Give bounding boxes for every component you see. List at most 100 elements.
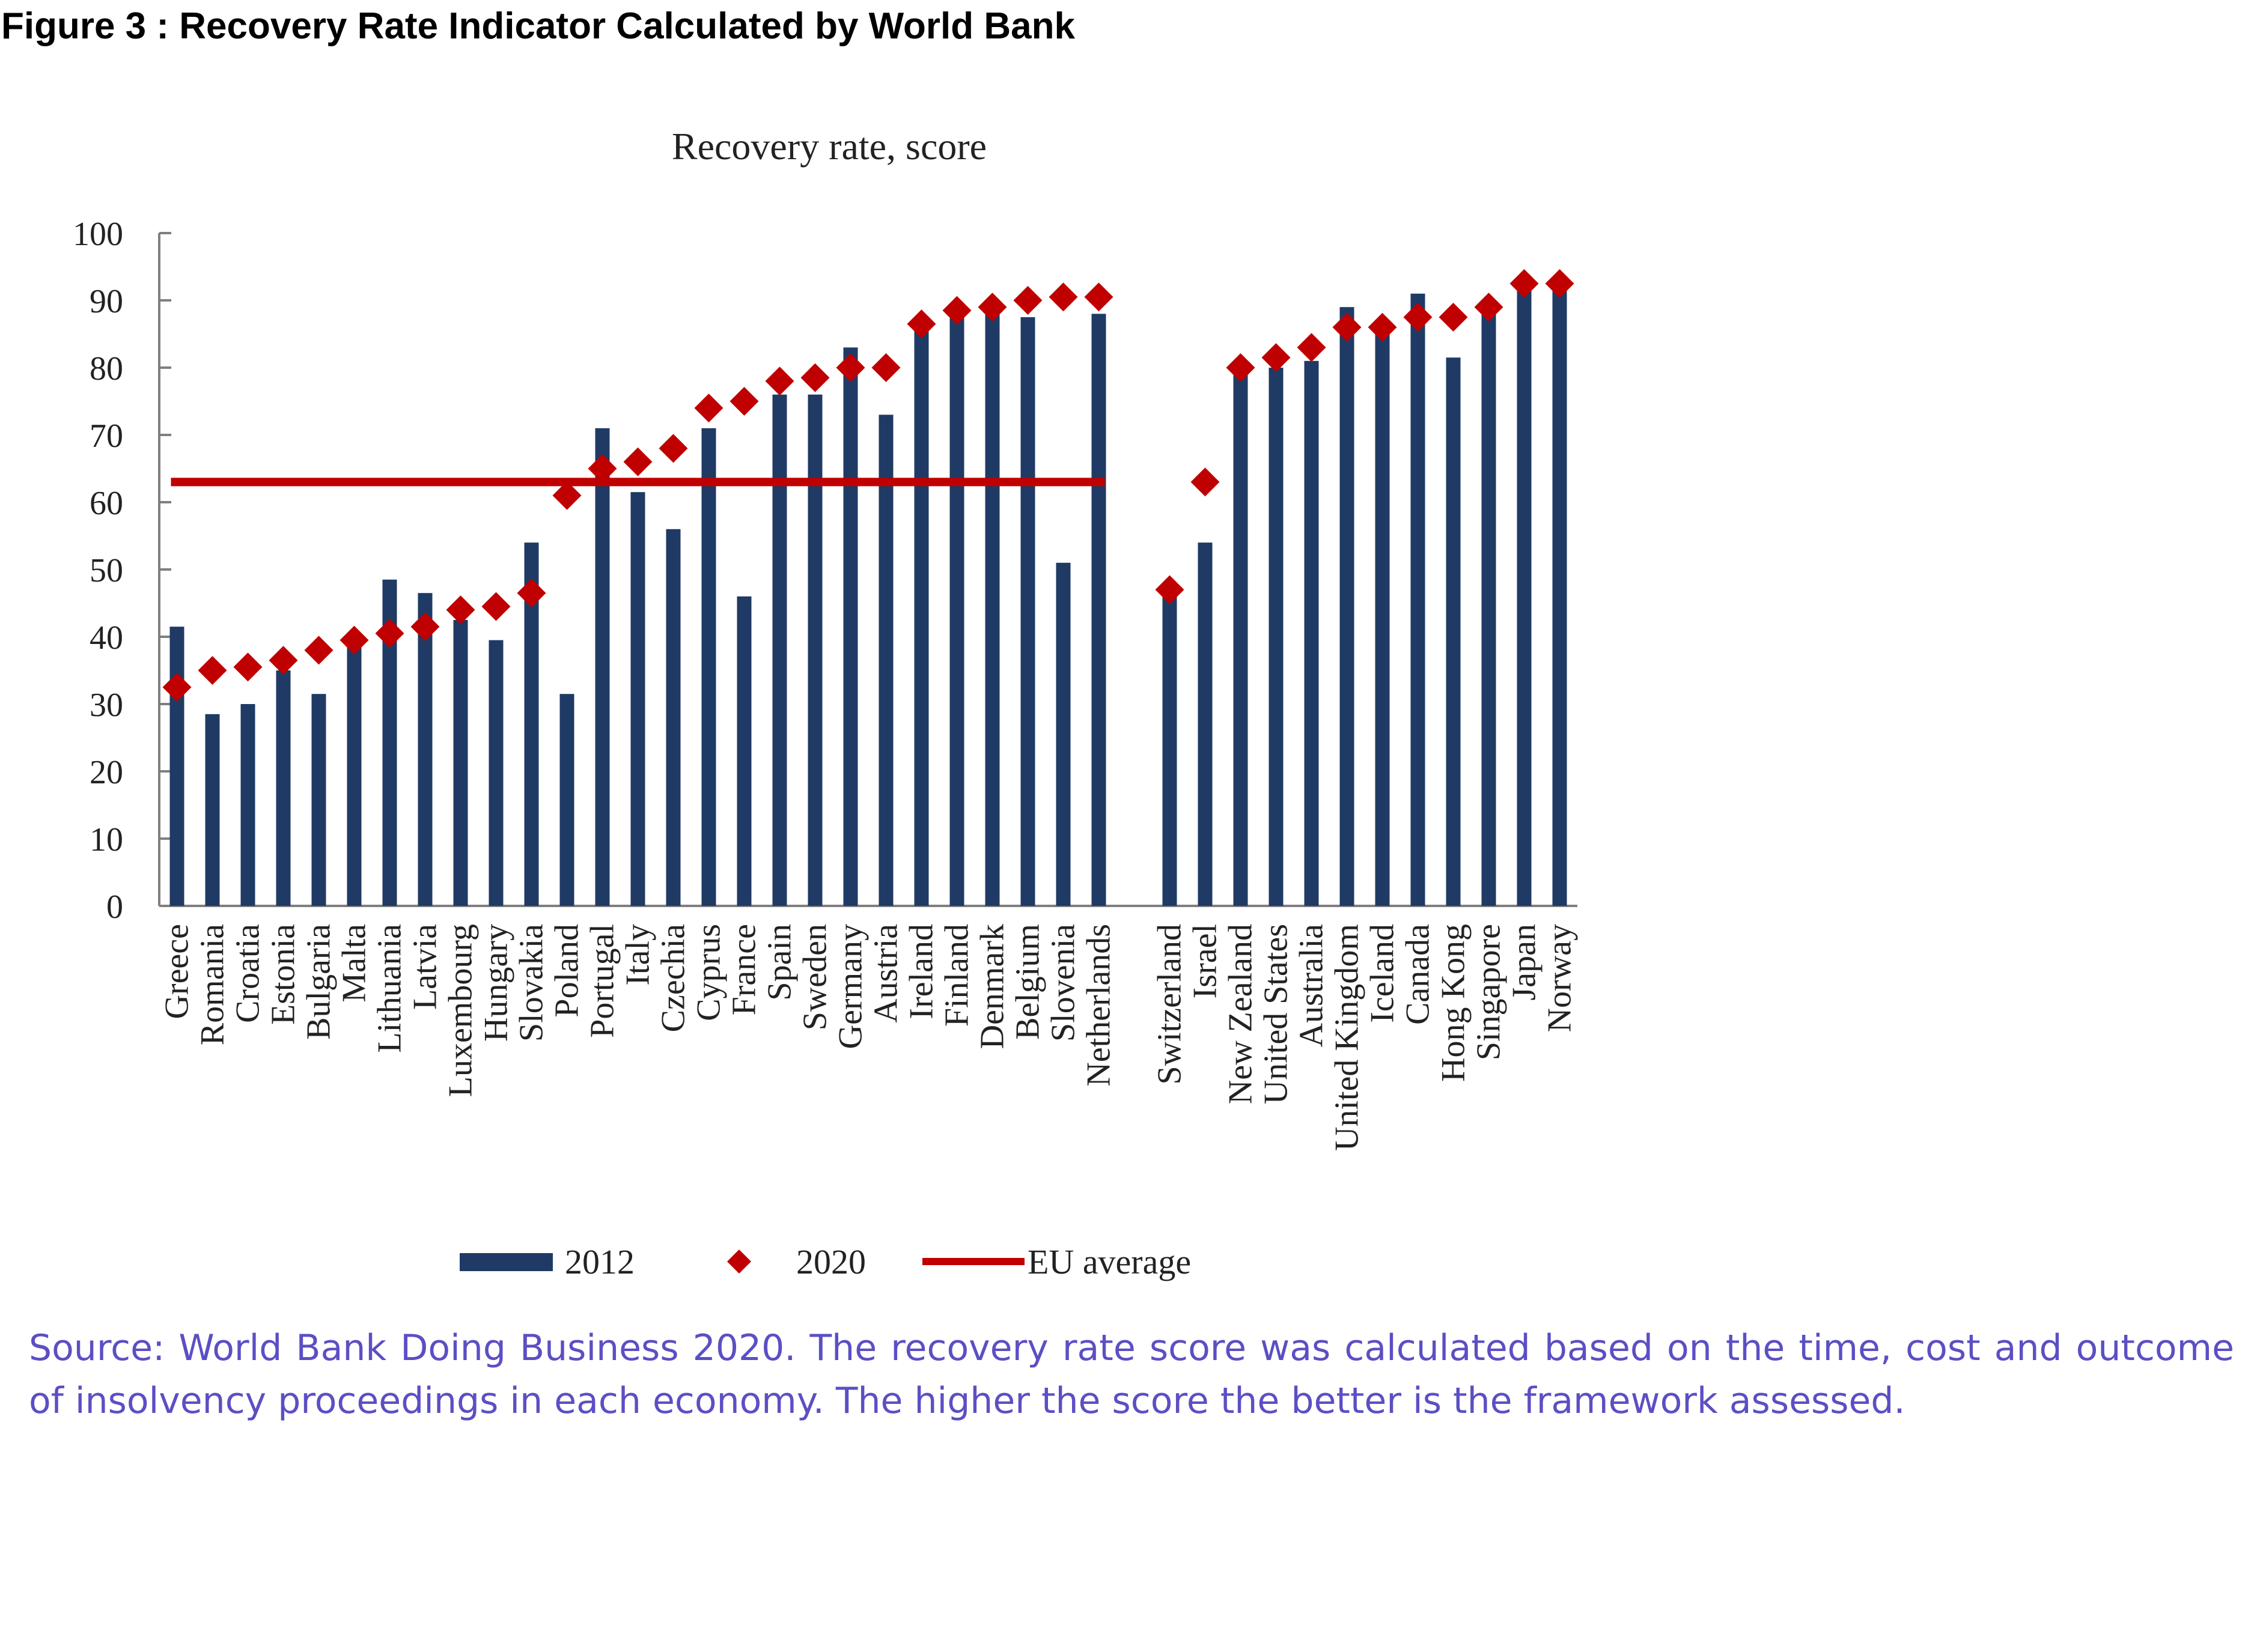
x-tick-label: Slovakia	[513, 924, 550, 1042]
bars-2012	[169, 290, 1567, 906]
legend-label-2012: 2012	[565, 1242, 635, 1281]
y-tick-label: 50	[90, 552, 123, 589]
marker-2020	[1509, 269, 1539, 298]
bar-2012	[453, 620, 468, 906]
marker-2020	[233, 652, 263, 682]
x-tick-label: Israel	[1187, 924, 1224, 998]
marker-2020	[836, 353, 865, 382]
bar-2012	[347, 646, 362, 906]
markers-2020	[162, 269, 1574, 702]
x-tick-label: Estonia	[265, 924, 302, 1025]
marker-2020	[1155, 575, 1184, 604]
y-tick-label: 70	[90, 418, 123, 455]
marker-2020	[871, 353, 901, 382]
legend: 2012 2020 EU average	[460, 1242, 1191, 1281]
bar-2012	[276, 670, 291, 906]
marker-2020	[907, 309, 936, 339]
x-tick-label: New Zealand	[1222, 924, 1259, 1104]
marker-2020	[765, 366, 794, 396]
marker-2020	[588, 454, 617, 483]
x-tick-label: Singapore	[1470, 924, 1508, 1060]
marker-2020	[1049, 282, 1078, 312]
marker-2020	[517, 579, 546, 608]
bar-2012	[595, 428, 610, 906]
x-tick-label: Hungary	[478, 924, 515, 1042]
bar-2012	[489, 640, 504, 906]
bar-2012	[1269, 368, 1284, 906]
bar-2012	[879, 415, 894, 906]
bar-2012	[1375, 334, 1390, 906]
x-tick-labels: GreeceRomaniaCroatiaEstoniaBulgariaMalta…	[159, 924, 1579, 1151]
bar-2012	[1162, 593, 1177, 906]
marker-2020	[304, 636, 334, 665]
x-tick-label: Ireland	[903, 924, 940, 1019]
x-tick-label: Netherlands	[1080, 924, 1118, 1087]
x-tick-label: Belgium	[1010, 924, 1047, 1040]
marker-2020	[340, 625, 369, 655]
x-tick-label: Sweden	[797, 924, 834, 1030]
x-tick-label: Portugal	[584, 924, 621, 1038]
bar-2012	[418, 593, 433, 906]
marker-2020	[1439, 303, 1468, 332]
marker-2020	[375, 619, 404, 648]
x-tick-label: Japan	[1506, 924, 1543, 1001]
axes: 0 10 20 30 40 50 60 70 80 90 100	[73, 216, 1577, 926]
bar-2012	[205, 714, 220, 906]
marker-2020	[623, 447, 653, 476]
bar-2012	[949, 317, 964, 906]
bar-2012	[1304, 360, 1319, 906]
bar-2012	[737, 596, 752, 906]
bar-2012	[559, 694, 574, 906]
x-tick-label: Czechia	[655, 924, 692, 1032]
y-tick-label: 60	[90, 485, 123, 522]
bar-2012	[240, 704, 255, 906]
bar-2012	[169, 627, 184, 906]
bar-2012	[1198, 542, 1213, 906]
marker-2020	[659, 434, 688, 463]
bar-2012	[772, 394, 787, 906]
bar-2012	[666, 529, 681, 906]
x-tick-label: Lithuania	[371, 924, 409, 1053]
legend-swatch-2012	[460, 1253, 553, 1271]
marker-2020	[1190, 467, 1220, 497]
x-tick-label: Italy	[620, 924, 657, 986]
legend-swatch-2020	[727, 1250, 751, 1274]
marker-2020	[978, 293, 1007, 322]
bar-2012	[914, 327, 929, 906]
marker-2020	[446, 595, 475, 625]
x-tick-label: United Kingdom	[1329, 924, 1366, 1151]
figure-title: Figure 3 : Recovery Rate Indicator Calcu…	[1, 5, 1075, 47]
marker-2020	[481, 592, 511, 621]
marker-2020	[1261, 343, 1291, 372]
x-tick-label: Bulgaria	[300, 924, 338, 1040]
x-tick-label: Spain	[761, 924, 799, 1001]
bar-2012	[1233, 374, 1248, 906]
x-tick-label: United States	[1258, 924, 1295, 1104]
x-tick-label: Finland	[939, 924, 976, 1027]
x-tick-label: Cyprus	[690, 924, 728, 1021]
x-tick-label: Canada	[1400, 924, 1437, 1025]
x-tick-label: Switzerland	[1151, 924, 1189, 1084]
marker-2020	[1226, 353, 1255, 382]
bar-2012	[630, 492, 645, 906]
x-tick-label: Hong Kong	[1435, 924, 1472, 1082]
x-tick-label: Australia	[1293, 924, 1330, 1047]
bar-2012	[1481, 314, 1496, 906]
marker-2020	[800, 363, 830, 392]
bar-2012	[1517, 290, 1532, 906]
x-tick-label: France	[726, 924, 763, 1015]
legend-label-eu-average: EU average	[1028, 1242, 1191, 1281]
x-tick-label: Iceland	[1364, 924, 1401, 1023]
y-tick-label: 90	[90, 283, 123, 320]
marker-2020	[552, 481, 582, 510]
marker-2020	[1013, 286, 1043, 315]
source-note: Source: World Bank Doing Business 2020. …	[29, 1327, 2234, 1422]
bar-2012	[808, 394, 823, 906]
x-tick-label: Germany	[832, 924, 870, 1049]
x-tick-label: Norway	[1541, 924, 1579, 1032]
chart-title: Recovery rate, score	[672, 125, 987, 168]
marker-2020	[1403, 303, 1433, 332]
y-tick-label: 30	[90, 687, 123, 724]
x-tick-label: Malta	[336, 924, 373, 1003]
